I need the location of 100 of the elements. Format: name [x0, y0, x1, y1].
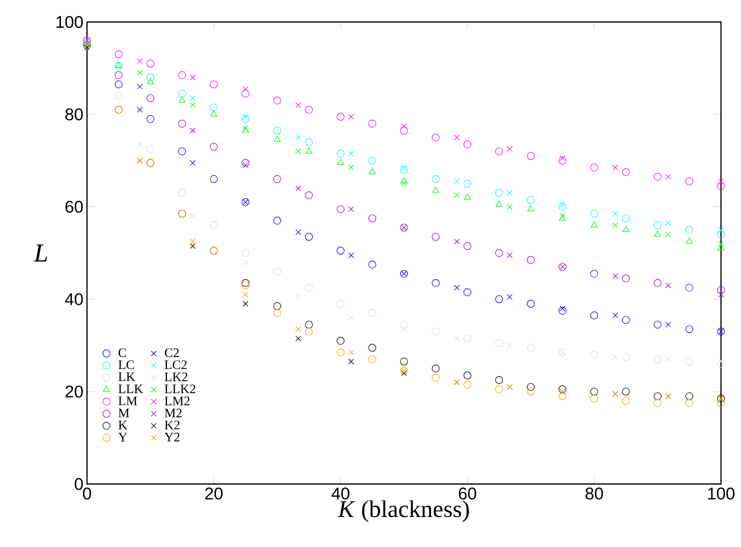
- point: [178, 147, 186, 156]
- point: [178, 120, 186, 128]
- legend-label: C2: [164, 348, 179, 358]
- y-tick-label: 100: [56, 16, 83, 28]
- point: [654, 230, 662, 237]
- point: [368, 344, 376, 352]
- point: [495, 249, 504, 257]
- point: [368, 214, 376, 222]
- point: [717, 399, 725, 408]
- point: [622, 274, 630, 282]
- legend-label: K2: [164, 420, 180, 430]
- point: [495, 376, 504, 384]
- point: [685, 392, 694, 400]
- point: [454, 284, 460, 290]
- point: [526, 256, 535, 264]
- point: [400, 177, 408, 184]
- point: [526, 388, 535, 396]
- point: [242, 300, 248, 307]
- point: [665, 322, 672, 328]
- point: [368, 168, 376, 174]
- point: [590, 394, 598, 402]
- point: [305, 138, 313, 146]
- point: [190, 243, 196, 249]
- point: [136, 106, 143, 113]
- point: [495, 295, 504, 304]
- point: [273, 126, 282, 134]
- point: [190, 238, 196, 244]
- point: [242, 162, 248, 168]
- point: [190, 213, 196, 219]
- legend-label: C: [118, 348, 126, 358]
- point: [590, 350, 598, 359]
- point: [273, 268, 282, 276]
- point: [718, 358, 724, 364]
- point: [336, 336, 345, 345]
- point: [432, 134, 440, 142]
- point: [401, 326, 407, 332]
- point: [685, 399, 694, 408]
- point: [454, 178, 460, 184]
- point: [368, 260, 376, 268]
- point: [146, 74, 154, 82]
- point: [242, 115, 250, 123]
- point: [454, 134, 460, 140]
- point: [190, 102, 196, 108]
- point: [685, 284, 694, 292]
- point: [527, 205, 534, 212]
- point: [654, 221, 662, 230]
- legend-label: M2: [164, 408, 182, 418]
- point: [665, 282, 672, 288]
- point: [464, 380, 472, 389]
- point: [432, 279, 440, 287]
- point: [210, 142, 218, 151]
- point: [622, 396, 630, 405]
- point: [295, 134, 302, 140]
- point: [464, 140, 472, 148]
- point: [560, 155, 566, 162]
- y-tick-label: 40: [65, 293, 83, 306]
- point: [718, 244, 724, 250]
- point: [146, 115, 154, 123]
- point: [136, 142, 143, 148]
- x-tick-label: 0: [82, 488, 92, 500]
- point: [295, 102, 302, 108]
- point: [622, 168, 630, 176]
- point: [685, 226, 694, 234]
- point: [305, 106, 313, 114]
- legend-label: LM2: [164, 396, 190, 406]
- point: [178, 71, 186, 80]
- point: [273, 96, 282, 104]
- point: [242, 259, 248, 266]
- point: [526, 300, 535, 308]
- point: [590, 164, 598, 172]
- point: [526, 152, 535, 160]
- point: [612, 164, 618, 170]
- x-tick-label: 80: [586, 488, 603, 500]
- point: [665, 220, 672, 226]
- point: [454, 192, 460, 198]
- point: [401, 180, 407, 187]
- point: [526, 196, 535, 204]
- point: [242, 292, 248, 298]
- point: [114, 80, 123, 88]
- point: [685, 325, 694, 334]
- point: [348, 206, 354, 212]
- x-tick-label: 60: [458, 488, 476, 500]
- legend-label: Y: [118, 432, 128, 442]
- point: [273, 216, 282, 225]
- point: [114, 50, 123, 58]
- point: [718, 240, 724, 247]
- point: [612, 273, 618, 279]
- point: [146, 60, 154, 68]
- point: [348, 358, 354, 364]
- point: [654, 355, 662, 364]
- point: [190, 95, 196, 102]
- point: [495, 189, 504, 197]
- point: [400, 126, 408, 134]
- point: [242, 281, 250, 290]
- point: [401, 370, 407, 376]
- point: [464, 334, 472, 342]
- legend-label: Y2: [164, 432, 180, 442]
- point: [178, 189, 186, 197]
- point: [506, 252, 513, 258]
- legend-label: M: [118, 408, 130, 418]
